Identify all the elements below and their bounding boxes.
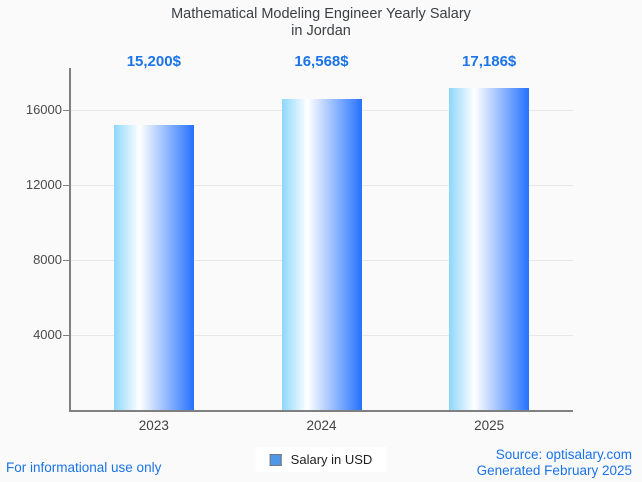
y-axis-tick bbox=[63, 185, 69, 186]
disclaimer-text: For informational use only bbox=[6, 460, 162, 475]
y-axis-line bbox=[69, 68, 71, 412]
legend: Salary in USD bbox=[255, 447, 387, 472]
legend-swatch-icon bbox=[269, 453, 282, 466]
bar bbox=[449, 87, 530, 410]
bar bbox=[113, 125, 194, 410]
y-axis-tick bbox=[63, 335, 69, 336]
x-tick-label: 2025 bbox=[474, 418, 505, 433]
bar-value-label: 15,200$ bbox=[126, 53, 181, 70]
bar-value-labels: 15,200$ 16,568$ 17,186$ bbox=[0, 53, 642, 73]
bar-value-label: 16,568$ bbox=[294, 53, 349, 70]
y-tick-label: 12000 bbox=[25, 177, 62, 192]
chart-title-line2: in Jordan bbox=[291, 23, 351, 39]
bar bbox=[281, 99, 362, 410]
chart-title-line1: Mathematical Modeling Engineer Yearly Sa… bbox=[171, 6, 471, 22]
x-axis-line bbox=[69, 410, 573, 412]
y-axis-tick bbox=[63, 260, 69, 261]
x-tick-label: 2023 bbox=[138, 418, 169, 433]
y-tick-label: 4000 bbox=[33, 327, 62, 342]
generated-line: Generated February 2025 bbox=[476, 463, 632, 478]
source-attribution: Source: optisalary.com Generated Februar… bbox=[477, 447, 632, 479]
bar-value-label: 17,186$ bbox=[462, 53, 517, 70]
legend-label: Salary in USD bbox=[290, 452, 373, 467]
source-line: Source: optisalary.com bbox=[495, 447, 632, 462]
x-tick-label: 2024 bbox=[306, 418, 337, 433]
y-axis-tick bbox=[63, 110, 69, 111]
chart-title: Mathematical Modeling Engineer Yearly Sa… bbox=[0, 6, 642, 40]
y-tick-label: 8000 bbox=[33, 252, 62, 267]
y-tick-label: 16000 bbox=[25, 102, 62, 117]
